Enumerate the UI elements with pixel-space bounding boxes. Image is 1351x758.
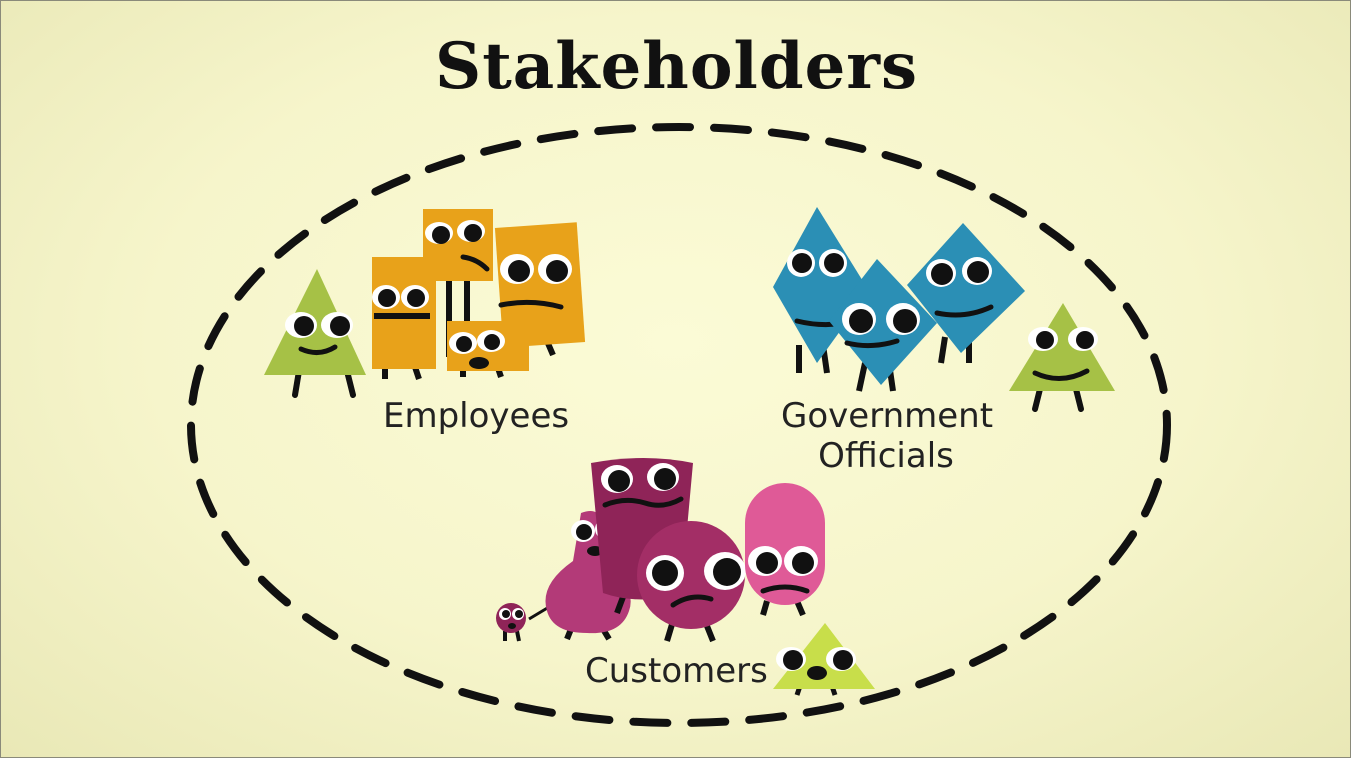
government-label-line1: Government: [781, 396, 994, 436]
blue-diamond-character-3: [907, 223, 1025, 364]
blue-diamond-character-2: [829, 259, 937, 392]
customers-group: [496, 458, 875, 696]
government-label-line2: Officials: [818, 436, 954, 476]
lime-triangle-character: [773, 623, 875, 696]
employees-group: [264, 209, 586, 398]
green-triangle-character: [264, 269, 366, 398]
orange-rect-character-right: [494, 222, 586, 357]
magenta-round-character: [637, 521, 746, 643]
orange-rect-character-tall: [423, 209, 493, 357]
stakeholder-boundary-ellipse: [187, 123, 1171, 727]
employees-label: Employees: [383, 396, 570, 436]
government-officials-label: Government Officials: [781, 396, 994, 476]
pink-capsule-character: [745, 483, 825, 617]
orange-rect-character-small: [447, 321, 529, 378]
government-group: [773, 207, 1115, 412]
customers-label: Customers: [585, 651, 768, 691]
magenta-tiny-character: [496, 603, 550, 642]
green-triangle-character-right: [1009, 303, 1115, 412]
slide-title: Stakeholders: [434, 29, 919, 104]
